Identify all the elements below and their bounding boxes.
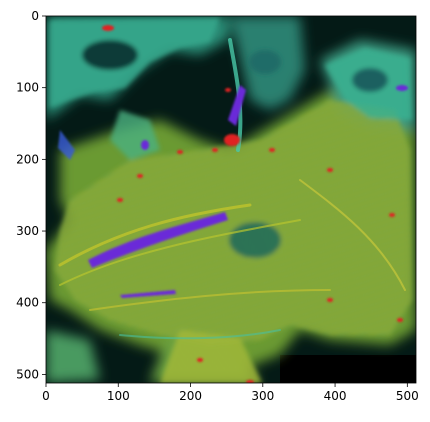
- x-tick-label: 0: [42, 389, 50, 403]
- x-tick-label: 500: [396, 389, 419, 403]
- y-tick-label: 300: [16, 224, 39, 238]
- x-tick-label: 100: [107, 389, 130, 403]
- y-tick-label: 0: [31, 9, 39, 23]
- x-tick-label: 300: [251, 389, 274, 403]
- x-tick-label: 400: [324, 389, 347, 403]
- y-axis: 0 100 200 300 400 500: [16, 9, 46, 381]
- y-tick-label: 500: [16, 367, 39, 381]
- y-tick-label: 100: [16, 81, 39, 95]
- high-intensity-regions: [58, 25, 408, 383]
- axes-frame: [45, 15, 417, 384]
- x-axis: 0 100 200 300 400 500: [42, 383, 419, 403]
- y-tick-label: 200: [16, 152, 39, 166]
- micrograph: [46, 16, 416, 383]
- y-tick-label: 400: [16, 296, 39, 310]
- x-tick-label: 200: [179, 389, 202, 403]
- black-corner-patch: [280, 355, 416, 383]
- cell-structure-layer: [50, 18, 412, 383]
